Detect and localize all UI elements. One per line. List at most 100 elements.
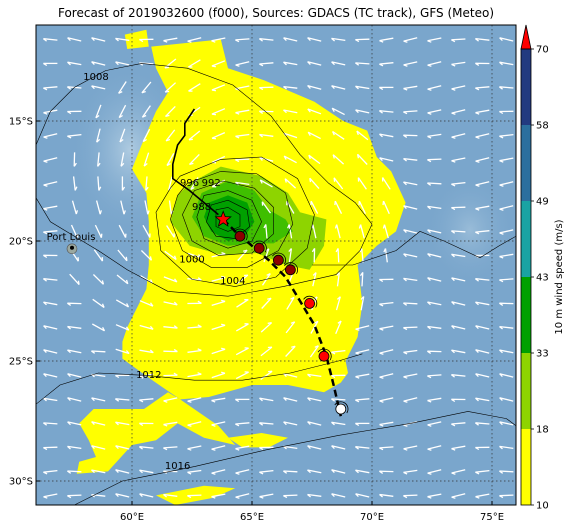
lat-tick-label: 25°S [9,357,33,368]
wind-arrow-head [403,64,408,67]
wind-arrow-head [475,373,479,378]
isobar-label: 1000 [179,255,204,266]
wind-arrow [43,301,58,306]
wind-arrow [93,249,104,262]
wind-arrow [499,494,514,497]
wind-arrow-head [499,37,503,42]
wind-arrow [355,373,370,378]
wind-arrow [403,37,418,42]
wind-arrow-head [336,296,341,300]
wind-arrow [67,445,82,450]
wind-arrow [284,178,297,189]
wind-arrow [164,250,177,261]
wind-arrow-head [142,138,147,143]
wind-arrow-head [97,162,101,167]
wind-arrow [91,445,106,450]
wind-arrow [259,397,274,402]
wind-arrow [261,201,272,214]
wind-arrow-head [307,61,311,65]
wind-arrow [427,397,442,402]
wind-arrow-head [139,493,143,498]
wind-arrow-head [115,37,119,42]
wind-arrow [43,157,58,162]
wind-arrow [259,133,274,137]
wind-arrow-head [187,400,192,403]
wind-arrow-head [358,224,362,229]
wind-arrow [427,301,442,306]
wind-arrow-head [189,162,194,166]
wind-arrow-head [475,136,480,139]
wind-arrow [163,493,178,497]
wind-arrow [43,373,58,378]
wind-arrow [355,398,370,401]
wind-arrow [451,230,466,233]
wind-arrow-head [403,134,408,138]
wind-arrow-head [141,90,146,94]
cyclone-symbol-arc [252,240,267,253]
wind-arrow [382,177,391,190]
wind-arrow [115,299,129,308]
wind-arrow [475,493,490,498]
wind-arrow-head [259,471,264,475]
wind-arrow-head [115,445,119,450]
wind-arrow-head [235,135,240,139]
wind-arrow-head [43,111,48,115]
wind-arrow [163,301,178,306]
wind-arrow [139,398,154,401]
current-position-star-icon [214,210,232,227]
wind-arrow-head [403,400,408,403]
wind-arrow-head [307,493,312,498]
colorbar: 10 18 33 43 49 58 70 10 m wind speed (m/s) [520,24,565,512]
wind-arrow-head [356,130,359,136]
lat-tick-label: 15°S [9,117,33,128]
wind-arrow [43,278,58,281]
wind-arrow-head [102,326,106,332]
wind-arrow [403,397,418,402]
wind-arrow-head [163,423,168,427]
wind-arrow-head [149,302,154,307]
wind-arrow-head [115,398,120,402]
wind-arrow-head [67,373,71,378]
wind-arrow-head [221,347,226,350]
isobar-line [170,171,294,268]
isobar-label: 996 [180,178,199,189]
wind-arrow-head [475,231,480,235]
wind-arrow [187,494,202,497]
wind-arrow-head [382,224,386,229]
wind-arrow-head [259,63,264,67]
wind-arrow [67,373,82,378]
wind-arrow-head [403,277,407,282]
wind-arrow-head [118,114,123,119]
wind-arrow-head [43,422,48,426]
wind-arrow-head [283,445,287,450]
wind-arrow-head [308,154,311,160]
wind-arrow [165,129,176,142]
wind-arrow [168,200,172,215]
wind-arrow [427,158,442,161]
wind-arrow-head [91,85,95,90]
wind-arrow-head [187,448,192,451]
wind-arrow [427,277,442,282]
wind-arrow-head [115,421,119,426]
wind-arrow [187,373,202,378]
wind-arrow [211,84,226,91]
isobar-line [182,180,274,256]
wind-arrow-head [125,350,130,354]
wind-arrow [260,346,273,357]
wind-arrow-head [221,323,226,326]
wind-arrow [260,322,273,333]
wind-arrow-head [43,496,48,499]
wind-arrow [451,85,466,90]
wind-arrow-head [451,496,456,499]
wind-arrow-head [475,349,479,353]
wind-arrow [211,155,226,163]
wind-arrow-head [451,39,456,43]
isobar-label: 1016 [165,461,190,472]
wind-arrow-head [331,421,335,426]
wind-arrow-head [211,472,216,475]
wind-arrow-head [355,328,360,331]
wind-arrow-head [359,248,363,253]
wind-arrow [356,130,369,141]
wind-arrow [331,85,346,90]
wind-arrow-head [121,186,126,191]
